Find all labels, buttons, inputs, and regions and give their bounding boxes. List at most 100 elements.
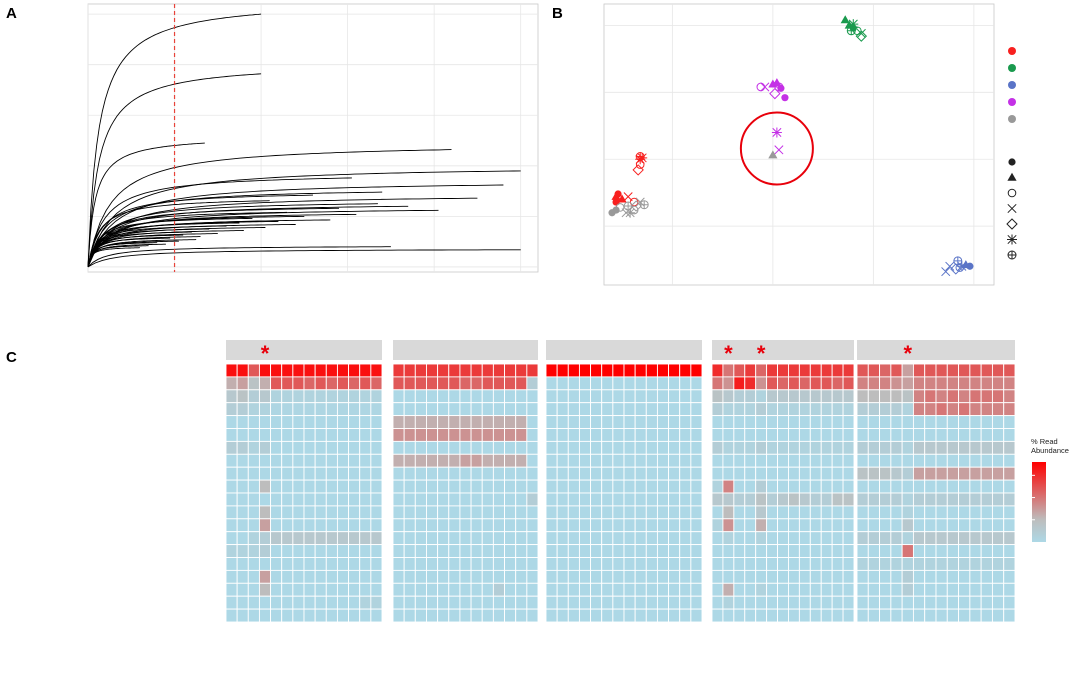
heatmap-cell xyxy=(292,505,305,520)
heatmap-cell xyxy=(258,415,272,429)
heatmap-cell xyxy=(1003,544,1016,558)
pcoa-point-D xyxy=(774,82,784,92)
heatmap-cell xyxy=(645,466,658,481)
heatmap-cell xyxy=(612,582,625,597)
heatmap-cell xyxy=(656,428,670,442)
heatmap-cell xyxy=(567,479,580,494)
heatmap-cell xyxy=(236,466,249,481)
heatmap-cell xyxy=(777,440,789,455)
panel-b-label: B xyxy=(552,5,563,22)
heatmap-cell xyxy=(545,557,558,571)
heatmap-cell xyxy=(879,557,892,571)
heatmap-cell xyxy=(679,479,692,494)
heatmap-cell xyxy=(755,402,768,417)
heatmap-cell xyxy=(656,582,670,597)
heatmap-cell xyxy=(991,608,1005,623)
heatmap-cell xyxy=(856,466,869,481)
heatmap-cell xyxy=(492,389,505,404)
heatmap-cell xyxy=(798,363,811,378)
heatmap-cell xyxy=(225,505,238,520)
heatmap-cell xyxy=(481,557,494,571)
heatmap-cell xyxy=(980,453,993,468)
heatmap-cell xyxy=(690,415,703,429)
heatmap-cell xyxy=(733,428,746,442)
heatmap-cell xyxy=(809,518,822,533)
heatmap-cell xyxy=(842,505,855,520)
heatmap-cell xyxy=(578,505,592,520)
heatmap-cell xyxy=(481,440,494,455)
rarefaction-curve xyxy=(87,225,227,268)
heatmap-cell xyxy=(504,453,517,468)
heatmap-cell xyxy=(578,466,592,481)
heatmap-cell xyxy=(879,582,892,597)
heatmap-cell xyxy=(777,453,789,468)
heatmap-cell xyxy=(247,415,260,429)
heatmap-cell xyxy=(690,376,703,391)
rarefaction-curve xyxy=(87,228,210,268)
heatmap-cell xyxy=(668,479,681,494)
heatmap-cell xyxy=(634,363,647,378)
heatmap-cell xyxy=(798,376,811,391)
heatmap-cell xyxy=(924,492,937,507)
heatmap-cell xyxy=(348,595,361,610)
heatmap-cell xyxy=(270,505,283,520)
heatmap-cell xyxy=(711,492,724,507)
heatmap-cell xyxy=(247,389,260,404)
heatmap-cell xyxy=(481,569,494,584)
heatmap-cell xyxy=(545,402,558,417)
heatmap-cell xyxy=(325,518,338,533)
heatmap-cell xyxy=(958,608,971,623)
heatmap-cell xyxy=(281,389,294,404)
heatmap-cell xyxy=(798,453,811,468)
heatmap-cell xyxy=(744,544,757,558)
heatmap-cell xyxy=(788,544,800,558)
heatmap-cell xyxy=(798,595,811,610)
heatmap-cell xyxy=(820,402,833,417)
heatmap-cell xyxy=(788,582,800,597)
heatmap-cell xyxy=(281,415,294,429)
heatmap-cell xyxy=(236,415,249,429)
heatmap-cell xyxy=(711,376,724,391)
heatmap-cell xyxy=(969,531,982,546)
heatmap-cell xyxy=(831,440,844,455)
heatmap-cell xyxy=(890,569,903,584)
heatmap-cell xyxy=(459,363,472,378)
heatmap-cell xyxy=(788,608,800,623)
heatmap-cell xyxy=(879,518,892,533)
heatmap-cell xyxy=(766,582,778,597)
heatmap-cell xyxy=(690,569,703,584)
heatmap-cell xyxy=(601,428,614,442)
heatmap-cell xyxy=(755,557,768,571)
heatmap-cell xyxy=(766,544,778,558)
heatmap-cell xyxy=(679,363,692,378)
heatmap-cell xyxy=(711,557,724,571)
heatmap-cell xyxy=(1003,505,1016,520)
heatmap-cell xyxy=(679,415,692,429)
heatmap-cell xyxy=(842,544,855,558)
heatmap-cell xyxy=(281,595,294,610)
heatmap-cell xyxy=(359,376,372,391)
rarefaction-curve xyxy=(87,236,201,268)
heatmap-cell xyxy=(225,466,238,481)
heatmap-cell xyxy=(567,453,580,468)
heatmap-cell xyxy=(690,518,703,533)
heatmap-cell xyxy=(459,479,472,494)
heatmap-cell xyxy=(645,492,658,507)
heatmap-cell xyxy=(809,402,822,417)
heatmap-cell xyxy=(459,440,472,455)
heatmap-cell xyxy=(545,492,558,507)
heatmap-cell xyxy=(270,595,283,610)
heatmap-cell xyxy=(722,505,735,520)
heatmap-cell xyxy=(526,389,539,404)
heatmap-cell xyxy=(935,428,948,442)
heatmap-cell xyxy=(258,363,272,378)
rarefaction-curve xyxy=(87,219,331,268)
heatmap-cell xyxy=(426,544,439,558)
heatmap-cell xyxy=(426,402,439,417)
heatmap-cell xyxy=(303,595,316,610)
heatmap-cell xyxy=(247,402,260,417)
heatmap-cell xyxy=(842,479,855,494)
heatmap-cell xyxy=(623,415,636,429)
heatmap-cell xyxy=(879,595,892,610)
heatmap-cell xyxy=(336,492,350,507)
